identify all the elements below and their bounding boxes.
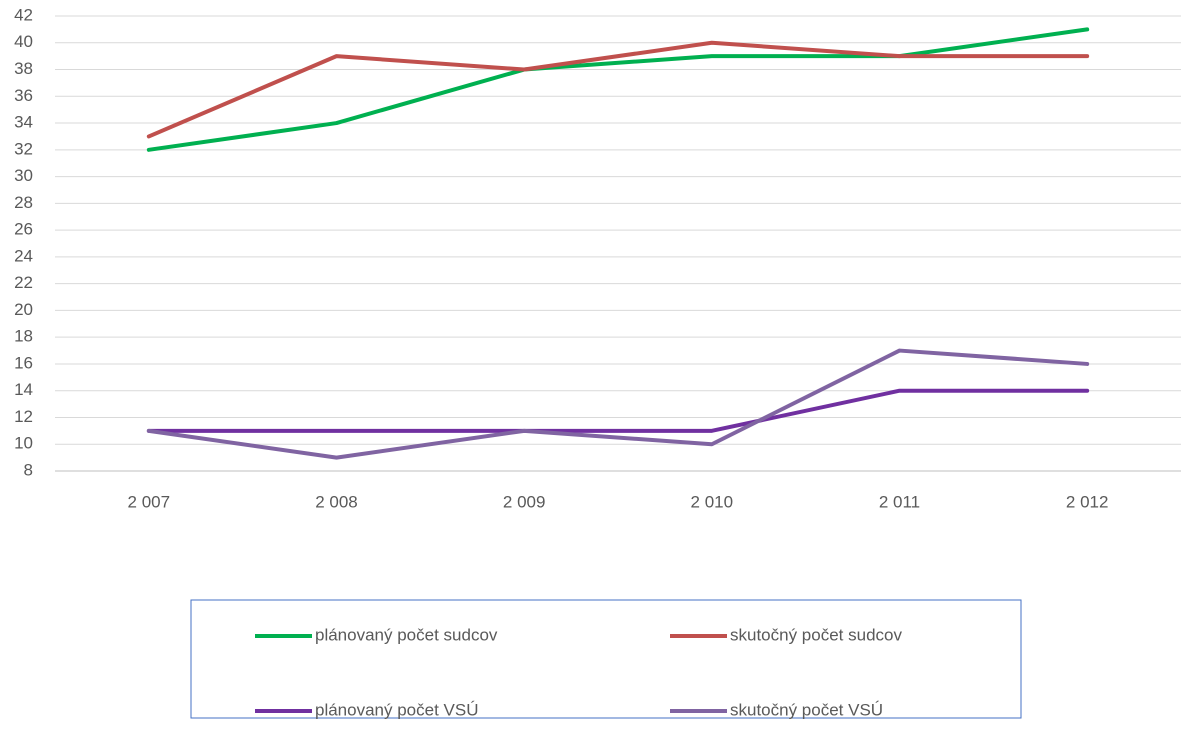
series-line (146, 348, 1090, 460)
y-tick-label: 34 (14, 113, 33, 132)
y-tick-label: 30 (14, 166, 33, 185)
y-tick-label: 10 (14, 434, 33, 453)
y-tick-label: 24 (14, 246, 33, 265)
series-line (146, 40, 1090, 139)
y-tick-label: 18 (14, 327, 33, 346)
x-tick-label: 2 009 (503, 492, 546, 511)
series-line (146, 27, 1090, 152)
x-tick-label: 2 012 (1066, 492, 1109, 511)
y-tick-label: 40 (14, 32, 33, 51)
x-tick-label: 2 010 (691, 492, 734, 511)
y-tick-label: 32 (14, 139, 33, 158)
y-tick-label: 20 (14, 300, 33, 319)
legend-label: skutočný počet sudcov (730, 625, 902, 644)
legend-label: plánovaný počet VSÚ (315, 700, 479, 719)
legend-box (190, 599, 1022, 719)
legend-label: plánovaný počet sudcov (315, 625, 498, 644)
y-tick-label: 28 (14, 193, 33, 212)
y-tick-label: 12 (14, 407, 33, 426)
x-tick-label: 2 008 (315, 492, 358, 511)
y-tick-label: 26 (14, 220, 33, 239)
x-tick-label: 2 007 (128, 492, 171, 511)
y-tick-label: 14 (14, 380, 33, 399)
x-tick-label: 2 011 (879, 492, 920, 511)
legend-label: skutočný počet VSÚ (730, 700, 883, 719)
series-line (146, 388, 1090, 433)
y-tick-label: 36 (14, 86, 33, 105)
y-tick-label: 16 (14, 353, 33, 372)
y-tick-label: 42 (14, 5, 33, 24)
y-tick-label: 22 (14, 273, 33, 292)
y-tick-label: 38 (14, 59, 33, 78)
y-tick-label: 8 (24, 460, 33, 479)
